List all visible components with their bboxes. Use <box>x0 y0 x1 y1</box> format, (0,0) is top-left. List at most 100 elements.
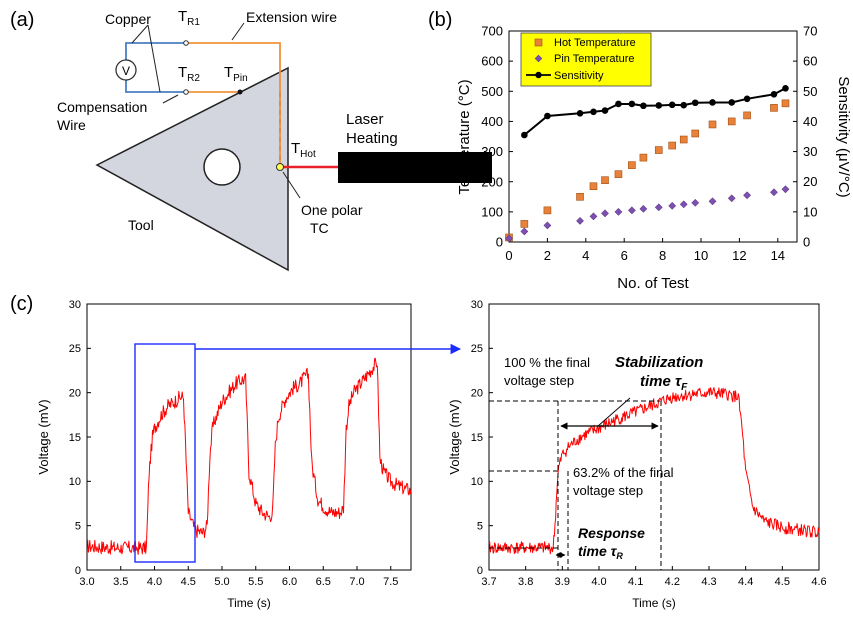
one-polar-tc-junction <box>276 163 284 171</box>
sensitivity-point <box>628 100 636 108</box>
pin-temp-point <box>727 194 736 203</box>
x-tick-label: 3.8 <box>518 576 533 588</box>
x-tick-label: 3.0 <box>79 576 94 588</box>
panel-b-y2label: Sensitivity (μV/°C) <box>835 76 852 197</box>
y-tick-label: 20 <box>69 388 81 400</box>
y-tick-label: 30 <box>69 299 81 311</box>
compensation-leader <box>162 94 179 104</box>
x-tick-label: 3.5 <box>113 576 128 588</box>
pin-temp-point <box>743 191 752 200</box>
tr1-label: TR1 <box>178 8 200 28</box>
x-tick-label: 12 <box>732 248 746 263</box>
hot-temp-point <box>679 135 688 144</box>
y-tick-label: 0 <box>477 565 483 577</box>
tool-triangle <box>95 66 289 272</box>
hot-temp-point <box>614 170 623 178</box>
x-tick-label: 6.5 <box>316 576 331 588</box>
sensitivity-point <box>691 99 699 107</box>
y-tick-label: 25 <box>69 343 81 355</box>
panel-c-left-ylabel: Voltage (mV) <box>36 399 51 474</box>
y-tick-label: 10 <box>69 476 81 488</box>
legend-hot-label: Hot Temperature <box>554 37 636 49</box>
pin-temp-point <box>505 234 513 243</box>
pin-temp-point <box>601 209 609 218</box>
panel-c-label: (c) <box>10 293 33 315</box>
onepolar-label-line1: One polar <box>301 202 363 218</box>
y2-tick-label: 10 <box>803 204 817 219</box>
panel-b-marks <box>505 84 790 243</box>
sensitivity-point <box>782 84 789 92</box>
voltage-trace <box>488 387 820 555</box>
x-tick-label: 4.5 <box>775 576 790 588</box>
x-tick-label: 2 <box>544 248 551 263</box>
hot-temp-point <box>708 120 717 129</box>
legend-hot-marker <box>534 38 543 47</box>
y-tick-label: 600 <box>481 54 503 69</box>
x-tick-label: 14 <box>771 248 785 263</box>
zoom-box <box>134 343 196 563</box>
x-tick-label: 7.0 <box>349 576 364 588</box>
pin-temp-point <box>654 203 663 212</box>
y2-tick-label: 70 <box>803 24 817 39</box>
resp-label-2: time τR <box>578 543 623 561</box>
hot-temp-point <box>576 192 584 201</box>
tr2-terminal <box>183 89 189 95</box>
sensitivity-point <box>709 99 716 106</box>
extension-leader <box>231 22 245 41</box>
y-tick-label: 500 <box>481 84 503 99</box>
x-tick-label: 6.0 <box>282 576 297 588</box>
legend-pin-label: Pin Temperature <box>554 53 635 65</box>
x-tick-label: 3.9 <box>555 576 570 588</box>
x-tick-label: 4.6 <box>811 576 826 588</box>
y2-tick-label: 0 <box>803 235 810 250</box>
sensitivity-point <box>743 95 751 103</box>
y2-tick-label: 60 <box>803 54 817 69</box>
voltage-trace <box>86 357 412 555</box>
copper-wire-bottom <box>125 80 185 93</box>
hot-temp-point <box>628 161 636 169</box>
y-tick-label: 20 <box>471 388 483 400</box>
legend-box <box>520 32 652 87</box>
y-tick-label: 400 <box>481 114 503 129</box>
panel-c-right-annotations: 100 % the final voltage step Stabilizati… <box>489 354 703 570</box>
onepolar-leader <box>282 171 301 199</box>
pin-temp-point <box>627 206 636 215</box>
x-tick-label: 4.3 <box>701 576 716 588</box>
sensitivity-point <box>544 112 551 120</box>
y-tick-label: 15 <box>471 432 483 444</box>
hundred-label-2: voltage step <box>504 373 574 388</box>
x-tick-label: 4.0 <box>591 576 606 588</box>
sensitivity-point <box>601 107 609 114</box>
tpin-point <box>237 89 243 95</box>
sensitivity-point <box>590 108 597 116</box>
hundred-label-1: 100 % the final <box>504 355 590 370</box>
stab-leader <box>597 397 631 427</box>
x-tick-label: 4 <box>582 248 589 263</box>
panel-b-ticks: 0 2 4 6 8 10 12 14 0 100 200 300 400 500 600 700 0 10 20 30… <box>481 24 817 264</box>
sensitivity-point <box>640 102 647 110</box>
y-tick-label: 0 <box>496 235 503 250</box>
hot-temp-point <box>520 220 529 228</box>
y-tick-label: 5 <box>75 521 81 533</box>
pin-temp-point <box>543 221 552 230</box>
panel-b-plot-frame <box>508 30 798 243</box>
legend-sens-marker <box>535 71 542 79</box>
resp-label-1: Response <box>578 525 645 541</box>
hot-temp-point <box>781 99 790 108</box>
x-tick-label: 4.5 <box>181 576 196 588</box>
y-tick-label: 30 <box>471 299 483 311</box>
copper-leader-1 <box>131 24 149 44</box>
pin-temp-point <box>708 197 717 206</box>
x-tick-label: 4.4 <box>738 576 753 588</box>
hot-temp-point <box>770 104 778 112</box>
y2-tick-label: 50 <box>803 84 817 99</box>
hot-temp-point <box>727 117 736 126</box>
pin-temp-point <box>589 212 598 221</box>
panel-c-right-ticks: 3.7 3.8 3.9 4.0 4.1 4.2 4.3 4.4 4.5 4.6 0 5 10 15 20 25… <box>471 299 827 588</box>
tpin-label: TPin <box>224 64 248 84</box>
tr1-terminal <box>183 40 189 46</box>
compensation-label-line1: Compensation <box>57 99 147 115</box>
sixty-label-2: voltage step <box>573 483 643 498</box>
